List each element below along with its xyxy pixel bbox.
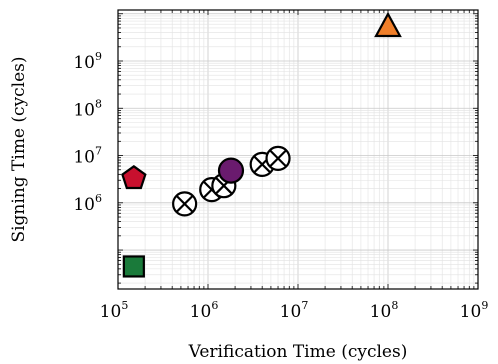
x-tick-label: 106	[190, 299, 219, 322]
x-tick-labels: 105 106 107 108 109	[100, 299, 489, 322]
triangle-point	[374, 11, 402, 38]
x-tick-label: 109	[460, 299, 489, 322]
otimes-cross	[175, 194, 194, 213]
otimes-point	[265, 145, 291, 171]
grid-lines	[117, 10, 478, 289]
square-point	[122, 255, 145, 278]
y-tick-label: 109	[73, 50, 102, 73]
x-axis-label: Verification Time (cycles)	[188, 342, 408, 362]
otimes-point	[172, 191, 198, 217]
y-tick-label: 107	[73, 145, 102, 168]
y-tick-label: 108	[73, 97, 102, 120]
x-tick-label: 107	[280, 299, 309, 322]
y-tick-label: 106	[73, 192, 102, 215]
circle-point	[217, 157, 245, 184]
otimes-cross	[269, 149, 287, 168]
y-tick-labels: 106 107 108 109	[73, 50, 102, 215]
x-tick-label: 108	[370, 299, 399, 322]
pentagon-point	[121, 164, 147, 190]
x-tick-label: 105	[100, 299, 129, 322]
data-points	[121, 11, 402, 278]
y-axis-label: Signing Time (cycles)	[9, 56, 29, 242]
plot-frame	[117, 9, 479, 290]
